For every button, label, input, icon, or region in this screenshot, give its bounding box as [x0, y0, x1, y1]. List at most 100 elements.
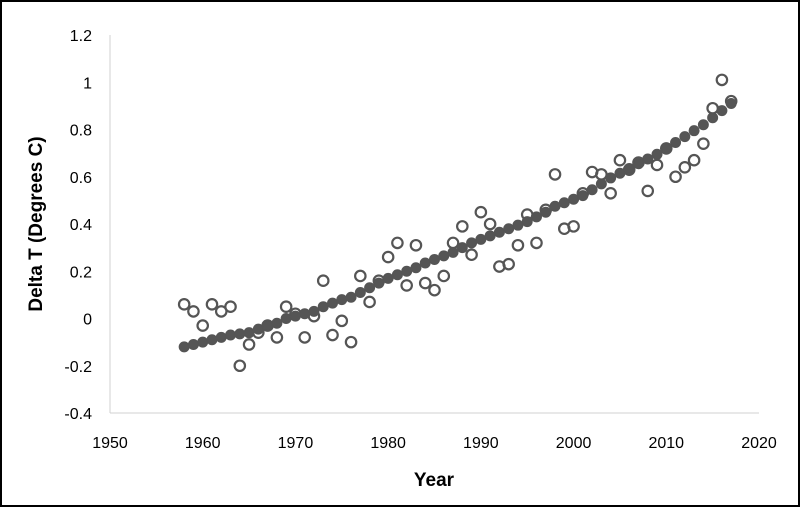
observed-point — [604, 186, 617, 200]
y-tick-label: 1 — [83, 75, 92, 92]
observed-point — [187, 305, 200, 318]
observed-point — [511, 238, 525, 252]
x-tick-label: 1960 — [185, 435, 221, 452]
fitted-point — [679, 131, 691, 143]
fitted-point — [271, 317, 283, 329]
observed-point — [409, 238, 423, 252]
fitted-point — [707, 112, 719, 124]
fitted-point — [651, 148, 663, 160]
observed-point — [465, 248, 478, 262]
x-tick-label: 2010 — [648, 435, 684, 452]
fitted-point — [503, 223, 515, 235]
observed-point — [400, 279, 413, 292]
y-axis-title: Delta T (Degrees C) — [26, 136, 47, 311]
observed-point — [196, 319, 210, 332]
fitted-point — [401, 265, 413, 277]
fitted-point — [354, 287, 366, 299]
fitted-point — [336, 294, 348, 306]
fitted-point — [530, 211, 542, 223]
fitted-point — [197, 336, 209, 348]
fitted-point — [475, 233, 487, 245]
x-tick-label: 2000 — [556, 435, 592, 452]
fitted-point — [670, 136, 682, 148]
x-tick-label: 1980 — [370, 435, 406, 452]
observed-point — [205, 298, 219, 311]
observed-series — [177, 73, 738, 373]
y-tick-label: 0.6 — [70, 170, 92, 187]
observed-point — [354, 269, 367, 283]
fitted-point — [614, 167, 626, 179]
fitted-series — [178, 98, 737, 353]
fitted-point — [327, 297, 339, 309]
fitted-point — [558, 197, 570, 209]
x-tick-labels: 1950 1960 1970 1980 1990 2000 2010 2020 — [92, 435, 777, 452]
fitted-point — [373, 277, 385, 289]
fitted-point — [252, 323, 264, 335]
observed-point — [316, 274, 330, 287]
fitted-point — [364, 282, 376, 294]
fitted-point — [688, 125, 700, 137]
fitted-point — [429, 253, 440, 265]
y-tick-label: -0.2 — [64, 359, 92, 376]
fitted-point — [215, 331, 227, 343]
observed-point — [502, 257, 515, 271]
y-tick-label: 0 — [83, 312, 92, 329]
fitted-point — [716, 105, 728, 117]
observed-point — [363, 295, 376, 309]
observed-point — [613, 153, 627, 167]
observed-point — [242, 338, 256, 351]
fitted-point — [187, 338, 199, 350]
observed-point — [428, 283, 441, 297]
observed-point — [279, 300, 293, 313]
fitted-point — [206, 334, 218, 346]
x-axis-title: Year — [414, 470, 455, 491]
fitted-point — [243, 327, 255, 339]
fitted-point — [512, 219, 524, 231]
fitted-point — [632, 158, 644, 170]
fitted-point — [225, 329, 237, 341]
x-tick-label: 1990 — [463, 435, 499, 452]
fitted-point — [308, 305, 320, 317]
observed-point — [391, 236, 404, 250]
fitted-point — [410, 262, 422, 274]
observed-point — [335, 314, 349, 328]
fitted-point — [447, 246, 459, 258]
y-tick-labels: -0.4 -0.2 0 0.2 0.4 0.6 0.8 1 1.2 — [64, 28, 92, 423]
fitted-point — [642, 153, 654, 165]
observed-point — [233, 359, 247, 373]
fitted-point — [697, 119, 709, 131]
observed-point — [446, 236, 460, 250]
observed-point — [344, 335, 358, 349]
fitted-point — [466, 237, 478, 249]
fitted-point — [280, 313, 292, 324]
fitted-point — [289, 310, 301, 322]
observed-point — [418, 276, 432, 290]
fitted-point — [345, 291, 357, 303]
fitted-point — [540, 206, 552, 218]
fitted-point — [521, 216, 533, 228]
observed-point — [298, 331, 311, 344]
observed-point — [530, 236, 543, 250]
x-tick-label: 1950 — [92, 435, 128, 452]
observed-point — [548, 168, 562, 181]
y-tick-label: 0.8 — [70, 123, 92, 140]
y-tick-label: 0.4 — [70, 217, 92, 234]
x-tick-label: 1970 — [278, 435, 314, 452]
fitted-point — [725, 98, 737, 110]
observed-point — [456, 220, 469, 233]
fitted-point — [382, 272, 394, 284]
fitted-point — [623, 162, 635, 174]
observed-point — [474, 205, 488, 219]
fitted-point — [660, 142, 672, 154]
fitted-point — [595, 178, 607, 190]
observed-point — [706, 101, 719, 115]
fitted-point — [605, 172, 617, 184]
observed-point — [650, 158, 664, 172]
fitted-point — [317, 301, 329, 313]
observed-point — [641, 184, 655, 198]
fitted-point — [586, 184, 598, 196]
fitted-point — [568, 193, 580, 205]
fitted-point — [493, 226, 505, 238]
